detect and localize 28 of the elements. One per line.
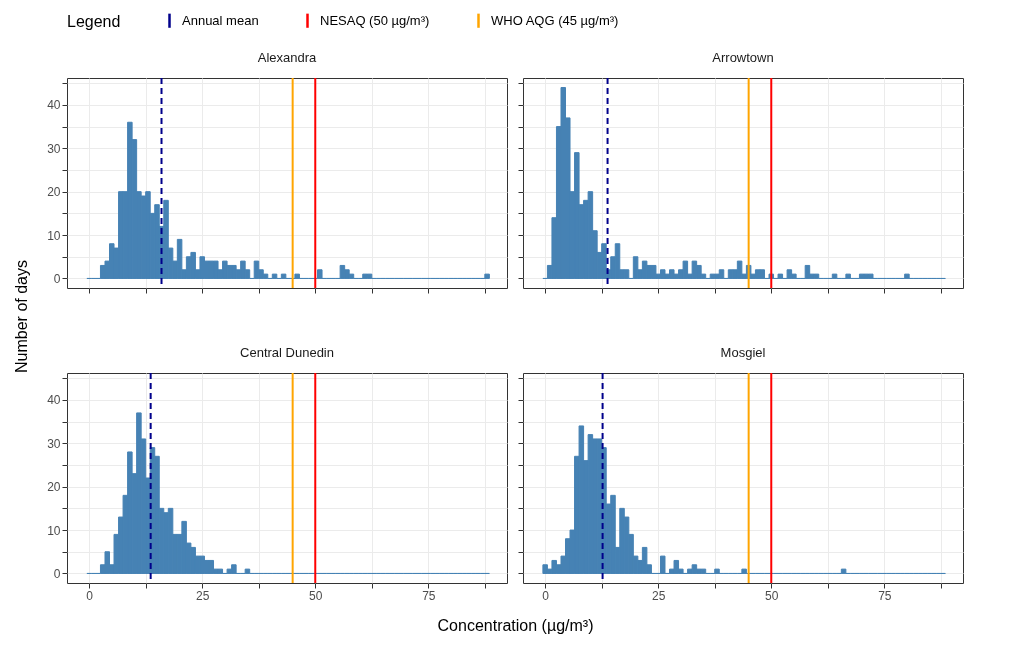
legend-label: NESAQ (50 µg/m³) — [320, 12, 430, 28]
y-tick-label: 20 — [47, 480, 61, 495]
y-tick-label: 0 — [53, 271, 61, 286]
y-axis-title: Number of days — [12, 260, 30, 373]
x-tick-label: 75 — [422, 588, 436, 603]
x-tick-label: 25 — [652, 588, 666, 603]
y-tick-label: 0 — [53, 566, 61, 581]
x-tick-label: 75 — [878, 588, 892, 603]
legend-label: WHO AQG (45 µg/m³) — [491, 12, 619, 28]
x-tick-label: 50 — [309, 588, 323, 603]
x-tick-label: 0 — [86, 588, 94, 603]
x-axis-title: Concentration (µg/m³) — [437, 616, 594, 634]
y-tick-label: 10 — [47, 523, 61, 538]
chart-title: Alexandra — [257, 50, 318, 65]
y-tick-label: 40 — [47, 393, 61, 408]
legend-label: Annual mean — [182, 12, 259, 28]
y-tick-label: 10 — [47, 228, 61, 243]
x-tick-label: 0 — [542, 588, 550, 603]
y-tick-label: 30 — [47, 141, 61, 156]
y-tick-label: 40 — [47, 98, 61, 113]
y-tick-label: 30 — [47, 436, 61, 451]
x-tick-label: 50 — [765, 588, 779, 603]
legend-title: Legend — [67, 13, 121, 30]
chart-title: Arrowtown — [712, 50, 774, 65]
chart-title: Central Dunedin — [240, 345, 334, 360]
y-tick-label: 20 — [47, 185, 61, 200]
chart-title: Mosgiel — [720, 345, 766, 360]
x-tick-label: 25 — [196, 588, 210, 603]
